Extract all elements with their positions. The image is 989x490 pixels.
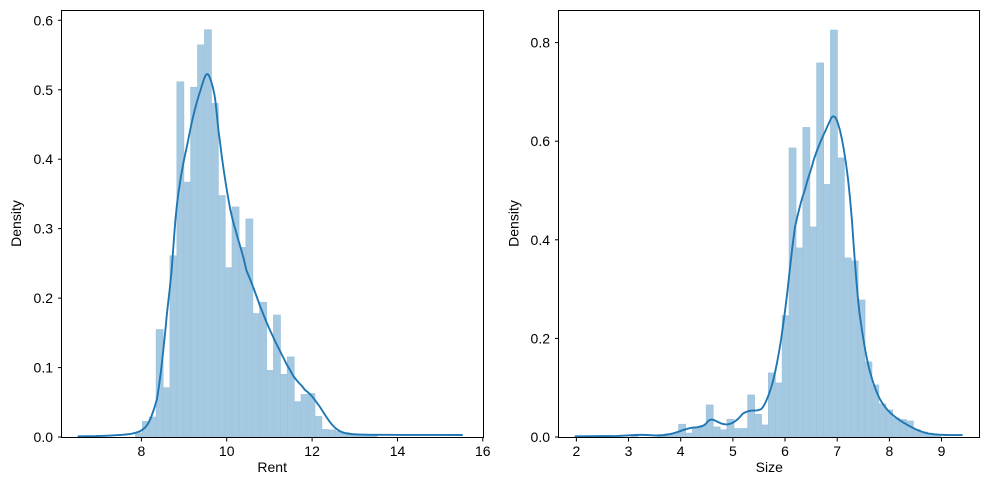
svg-text:Size: Size (756, 459, 783, 475)
svg-text:0.4: 0.4 (34, 151, 54, 167)
svg-text:10: 10 (219, 443, 235, 459)
svg-text:7: 7 (833, 443, 841, 459)
svg-text:Rent: Rent (257, 459, 287, 475)
svg-text:3: 3 (625, 443, 633, 459)
svg-text:0.2: 0.2 (34, 290, 54, 306)
svg-text:0.3: 0.3 (34, 221, 54, 237)
svg-text:5: 5 (729, 443, 737, 459)
svg-text:0.1: 0.1 (34, 360, 54, 376)
svg-text:9: 9 (938, 443, 946, 459)
svg-text:4: 4 (677, 443, 685, 459)
svg-text:0.6: 0.6 (34, 12, 54, 28)
svg-text:0.8: 0.8 (531, 35, 551, 51)
svg-text:0.2: 0.2 (531, 330, 551, 346)
svg-text:Density: Density (8, 200, 24, 247)
svg-text:16: 16 (475, 443, 491, 459)
svg-text:0.5: 0.5 (34, 82, 54, 98)
svg-text:6: 6 (781, 443, 789, 459)
svg-text:2: 2 (573, 443, 581, 459)
svg-text:0.4: 0.4 (531, 232, 551, 248)
svg-text:0.0: 0.0 (531, 429, 551, 445)
svg-text:8: 8 (886, 443, 894, 459)
svg-text:14: 14 (390, 443, 406, 459)
svg-text:8: 8 (138, 443, 146, 459)
svg-text:0.0: 0.0 (34, 429, 54, 445)
svg-text:0.6: 0.6 (531, 133, 551, 149)
svg-text:Density: Density (506, 200, 522, 247)
svg-text:12: 12 (304, 443, 320, 459)
